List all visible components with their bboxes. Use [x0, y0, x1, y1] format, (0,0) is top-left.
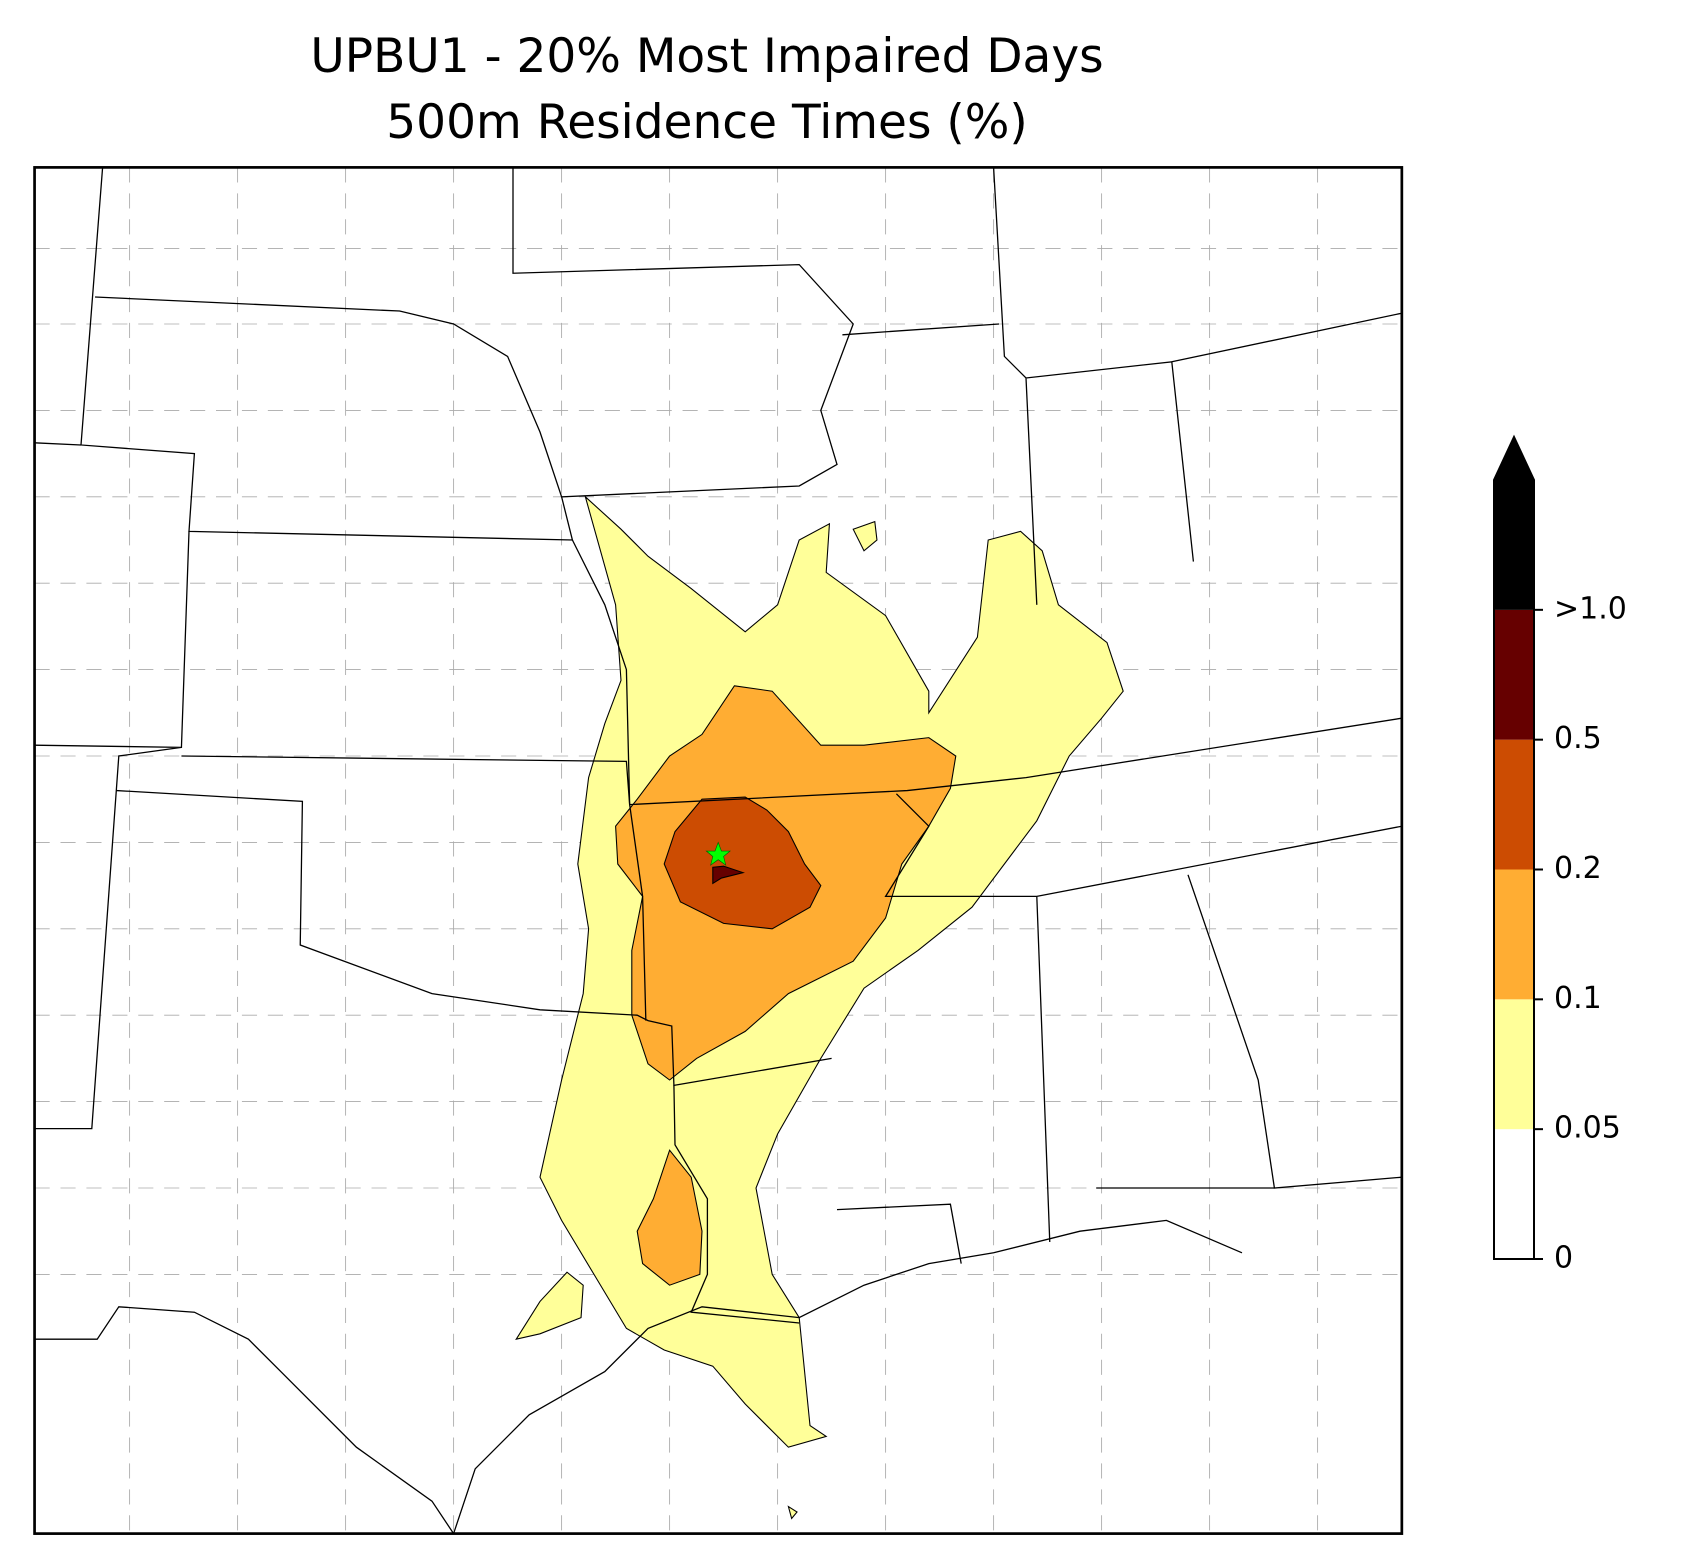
contour-0.05	[515, 1271, 584, 1341]
contour-0.05	[787, 1505, 798, 1520]
colorbar-outline	[1493, 434, 1535, 1260]
colorbar-tick-label: 0.1	[1554, 981, 1602, 1016]
map	[33, 166, 1404, 1535]
contour-0.5	[712, 865, 745, 885]
title-line: 500m Residence Times (%)	[386, 95, 1027, 150]
colorbar-extend	[1494, 437, 1534, 610]
colorbar-tick-label: 0	[1554, 1241, 1573, 1276]
colorbar: 0 0.05 0.1 0.2 0.5 >1.0	[1493, 434, 1627, 1276]
colorbar-tick-label: 0.5	[1554, 721, 1602, 756]
colorbar-bin	[1494, 739, 1534, 870]
colorbar-bin	[1494, 869, 1534, 1000]
colorbar-bin	[1494, 999, 1534, 1130]
contour-0.1	[636, 1149, 703, 1286]
title-line: UPBU1 - 20% Most Impaired Days	[310, 29, 1103, 84]
contour-0.2	[663, 796, 822, 930]
colorbar-bin	[1494, 1129, 1534, 1259]
colorbar-bin	[1494, 609, 1534, 740]
colorbar-tick-label: 0.05	[1554, 1111, 1621, 1146]
colorbar-tick-label: 0.2	[1554, 851, 1602, 886]
site-marker	[705, 841, 731, 866]
state-boundaries	[34, 167, 1402, 1534]
contour-0.05	[852, 520, 878, 552]
map-frame	[33, 166, 1404, 1535]
colorbar-tick-label: >1.0	[1554, 591, 1627, 626]
